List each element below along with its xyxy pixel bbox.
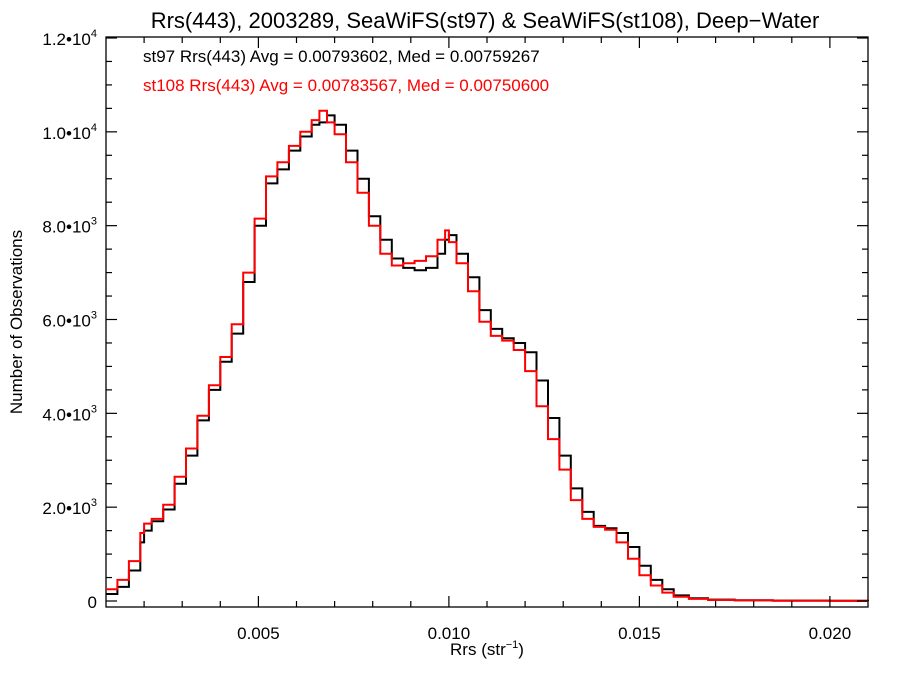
- y-tick-label: 2.0•103: [42, 497, 97, 518]
- y-tick-label: 1.0•104: [42, 122, 97, 143]
- x-axis-label-superscript: −1: [506, 639, 519, 651]
- y-tick-label-exponent: 4: [91, 28, 97, 40]
- y-tick-label-mantissa: 1.2•10: [42, 30, 91, 49]
- x-tick-label: 0.010: [428, 624, 471, 643]
- y-tick-label-exponent: 3: [91, 216, 97, 228]
- x-axis-label: Rrs (str−1): [450, 639, 524, 659]
- y-tick-label-exponent: 4: [91, 122, 97, 134]
- legend-entry-st97: st97 Rrs(443) Avg = 0.00793602, Med = 0.…: [143, 47, 540, 66]
- x-axis-label-text: Rrs (str: [450, 640, 506, 659]
- y-tick-label: 4.0•103: [42, 403, 97, 424]
- y-tick-label-mantissa: 8.0•10: [42, 218, 91, 237]
- y-tick-label-mantissa: 2.0•10: [42, 499, 91, 518]
- y-tick-label-exponent: 3: [91, 497, 97, 509]
- x-tick-label: 0.005: [237, 624, 280, 643]
- y-tick-label-mantissa: 6.0•10: [42, 312, 91, 331]
- series-layer: [106, 109, 869, 602]
- y-tick-label-exponent: 3: [91, 310, 97, 322]
- chart-title: Rrs(443), 2003289, SeaWiFS(st97) & SeaWi…: [151, 8, 820, 33]
- legend-entry-st108: st108 Rrs(443) Avg = 0.00783567, Med = 0…: [143, 76, 549, 95]
- y-tick-label-mantissa: 1.0•10: [42, 124, 91, 143]
- y-tick-label: 6.0•103: [42, 310, 97, 331]
- y-tick-label-mantissa: 4.0•10: [42, 405, 91, 424]
- series-line-st108: [106, 109, 868, 602]
- tick-layer: 0.005 0.010 0.015 0.02002.0•1034.0•1036.0•1…: [42, 28, 868, 643]
- y-tick-label-exponent: 3: [91, 403, 97, 415]
- x-tick-label: 0.020: [809, 624, 852, 643]
- y-tick-label: 1.2•104: [42, 28, 97, 49]
- y-tick-label: 8.0•103: [42, 216, 97, 237]
- y-tick-label: 0: [88, 593, 97, 612]
- y-tick-label-mantissa: 0: [88, 593, 97, 612]
- y-axis-label: Number of Observations: [7, 230, 26, 414]
- x-axis-label-close: ): [518, 640, 524, 659]
- x-tick-label: 0.015: [618, 624, 661, 643]
